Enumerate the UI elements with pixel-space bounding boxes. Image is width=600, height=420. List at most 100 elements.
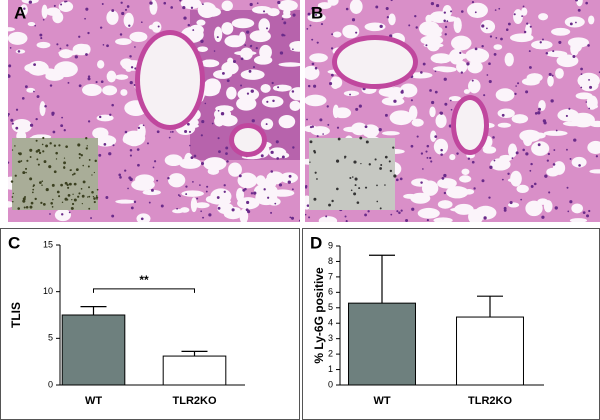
nucleus: [250, 192, 254, 195]
inset-stain: [60, 183, 63, 187]
alveolus: [571, 203, 583, 214]
inset-stain: [376, 200, 379, 203]
alveolus: [115, 38, 132, 46]
inset-stain: [93, 171, 96, 174]
alveolus: [467, 2, 488, 18]
nucleus: [511, 157, 514, 160]
alveolus: [249, 30, 271, 43]
alveolus: [39, 101, 46, 117]
inset-stain: [376, 184, 378, 187]
nucleus: [291, 188, 294, 191]
inset-stain: [30, 201, 34, 205]
inset-stain: [10, 180, 14, 183]
nucleus: [95, 80, 98, 84]
nucleus: [446, 20, 449, 23]
nucleus: [474, 47, 478, 51]
nucleus: [525, 152, 529, 156]
inset-stain: [41, 184, 43, 186]
alveolus: [45, 71, 64, 81]
inset-stain: [314, 171, 317, 174]
y-tick-label: 6: [328, 287, 333, 297]
panel-label: D: [310, 233, 322, 252]
inset-stain: [335, 159, 340, 163]
nucleus: [60, 3, 63, 6]
nucleus: [56, 43, 59, 46]
alveolus: [203, 78, 222, 94]
nucleus: [246, 92, 250, 95]
inset-stain: [368, 163, 371, 166]
nucleus: [420, 152, 424, 155]
alveolus: [417, 207, 440, 219]
nucleus: [129, 177, 133, 182]
inset-stain: [65, 145, 68, 148]
inset-stain: [12, 192, 14, 195]
nucleus: [290, 216, 295, 220]
inset-stain: [379, 207, 382, 210]
inset-stain: [48, 165, 52, 169]
y-tick-label: 2: [328, 348, 333, 358]
nucleus: [467, 157, 471, 160]
nucleus: [375, 5, 379, 9]
nucleus: [84, 17, 86, 20]
alveolus: [427, 26, 443, 35]
inset-stain: [91, 174, 93, 176]
alveolus: [467, 60, 483, 74]
alveolus: [136, 213, 151, 222]
nucleus: [238, 174, 242, 178]
nucleus: [9, 47, 12, 49]
nucleus: [450, 10, 453, 13]
inset-stain: [71, 173, 74, 176]
alveolus: [8, 31, 28, 45]
alveolus: [531, 141, 550, 156]
nucleus: [189, 144, 191, 147]
nucleus: [192, 29, 195, 31]
alveolus: [190, 197, 198, 213]
nucleus: [431, 100, 435, 105]
alveolus: [474, 205, 497, 220]
nucleus: [74, 55, 78, 59]
nucleus: [153, 160, 157, 163]
nucleus: [316, 135, 319, 138]
inset-stain: [34, 197, 37, 201]
inset-stain: [37, 148, 41, 152]
nucleus: [15, 17, 18, 20]
alveolus: [571, 40, 583, 53]
inset-stain: [88, 159, 91, 161]
alveolus: [221, 22, 234, 35]
alveolus: [264, 176, 277, 189]
inset-stain: [389, 169, 393, 173]
alveolus: [167, 173, 186, 188]
alveolus: [240, 69, 265, 80]
nucleus: [450, 108, 453, 111]
alveolus: [221, 61, 239, 75]
nucleus: [330, 47, 334, 50]
inset-stain: [36, 158, 39, 161]
nucleus: [507, 22, 511, 26]
inset-stain: [32, 185, 35, 187]
nucleus: [494, 9, 497, 11]
alveolus: [214, 26, 223, 43]
nucleus: [15, 126, 19, 130]
inset-stain: [38, 151, 42, 155]
alveolus: [576, 0, 583, 7]
nucleus: [78, 84, 82, 88]
alveolus: [349, 0, 363, 14]
nucleus: [99, 115, 102, 119]
alveolus: [468, 79, 481, 94]
alveolus: [449, 153, 456, 161]
nucleus: [440, 148, 443, 152]
alveolus: [260, 83, 271, 93]
nucleus: [205, 190, 208, 193]
nucleus: [185, 185, 188, 188]
nucleus: [538, 107, 541, 111]
nucleus: [98, 153, 102, 157]
alveolus: [521, 77, 540, 86]
inset-stain: [86, 196, 89, 198]
alveolus: [36, 41, 51, 49]
nucleus: [501, 178, 504, 181]
inset-stain: [78, 152, 81, 156]
nucleus: [483, 216, 487, 220]
inset-stain: [68, 182, 72, 186]
nucleus: [170, 6, 173, 9]
inset-stain: [72, 193, 74, 195]
